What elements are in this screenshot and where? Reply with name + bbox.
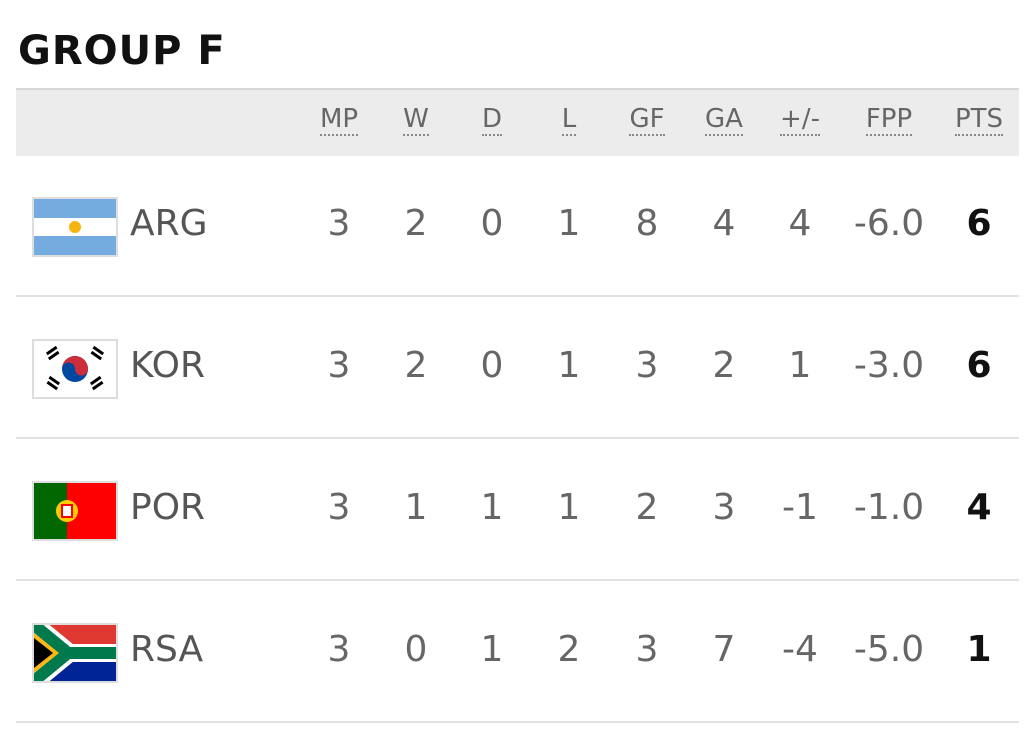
team-row: ARG 3 2 0 1 8 4 4 -6.0 6 (16, 155, 1019, 297)
team-name: KOR (130, 345, 205, 386)
stat-cell: 1 (480, 487, 504, 528)
stat-cell: 0 (480, 203, 504, 244)
stat-cell: 4 (712, 203, 736, 244)
header-text: GF (629, 104, 665, 136)
team-row: KOR 3 2 0 1 3 2 1 -3.0 6 (16, 297, 1019, 439)
team-name: RSA (130, 629, 204, 670)
stat-cell: 2 (404, 345, 428, 386)
column-header: L (529, 104, 609, 136)
header-text: FPP (865, 104, 913, 136)
header-text: L (561, 104, 577, 136)
stat-cell: 2 (635, 487, 659, 528)
header-text: MP (319, 104, 359, 136)
flag-image (34, 199, 116, 255)
points: 6 (966, 203, 992, 244)
stat-cell: -1.0 (853, 487, 925, 528)
stat-cell: 3 (327, 345, 351, 386)
stat-cell: 3 (635, 629, 659, 670)
column-header: PTS (939, 104, 1019, 136)
stat-cell: 3 (635, 345, 659, 386)
team-flag (32, 197, 118, 257)
stat-cell: -4 (782, 629, 818, 670)
team-name: POR (130, 487, 206, 528)
team-row: RSA 3 0 1 2 3 7 -4 -5.0 1 (16, 581, 1019, 723)
stat-cell: 3 (327, 487, 351, 528)
header-text: PTS (954, 104, 1004, 136)
stat-cell: 2 (557, 629, 581, 670)
team-row: POR 3 1 1 1 2 3 -1 -1.0 4 (16, 439, 1019, 581)
stat-cell: 1 (557, 345, 581, 386)
team-name: ARG (130, 203, 208, 244)
stat-cell: 8 (635, 203, 659, 244)
stat-cell: 2 (712, 345, 736, 386)
stat-cell: 1 (788, 345, 812, 386)
column-header: +/- (760, 104, 840, 136)
column-header: MP (299, 104, 379, 136)
group-title: GROUP F (18, 28, 226, 74)
stat-cell: 3 (327, 203, 351, 244)
column-header: D (452, 104, 532, 136)
stat-cell: -1 (782, 487, 818, 528)
stat-cell: 3 (327, 629, 351, 670)
stat-cell: 0 (404, 629, 428, 670)
stat-cell: -3.0 (853, 345, 925, 386)
header-text: W (403, 104, 429, 136)
stat-cell: 7 (712, 629, 736, 670)
points: 4 (966, 487, 992, 528)
stat-cell: -5.0 (853, 629, 925, 670)
column-header: GA (684, 104, 764, 136)
points: 6 (966, 345, 992, 386)
column-header: FPP (849, 104, 929, 136)
stat-cell: 3 (712, 487, 736, 528)
header-band (16, 88, 1019, 156)
team-flag (32, 481, 118, 541)
stat-cell: 1 (557, 203, 581, 244)
stat-cell: 1 (404, 487, 428, 528)
team-flag (32, 339, 118, 399)
flag-image (34, 483, 116, 539)
team-flag (27, 617, 118, 689)
stat-cell: 2 (404, 203, 428, 244)
stat-cell: -6.0 (853, 203, 925, 244)
column-header: GF (607, 104, 687, 136)
header-text: D (481, 104, 503, 136)
flag-image (27, 617, 116, 689)
stat-cell: 4 (788, 203, 812, 244)
stat-cell: 1 (480, 629, 504, 670)
header-text: GA (705, 104, 743, 136)
header-text: +/- (780, 104, 820, 136)
stat-cell: 1 (557, 487, 581, 528)
stat-cell: 0 (480, 345, 504, 386)
points: 1 (966, 629, 992, 670)
column-header: W (376, 104, 456, 136)
flag-image (34, 341, 116, 397)
